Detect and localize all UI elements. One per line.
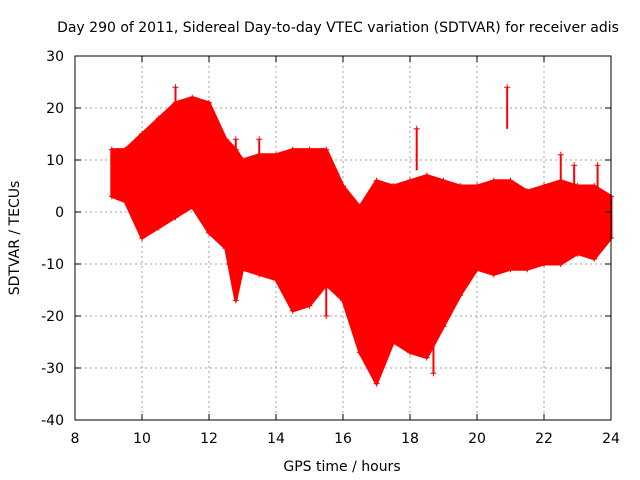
data-point	[273, 151, 279, 158]
data-point	[574, 250, 581, 257]
data-point	[507, 266, 514, 273]
data-point	[373, 177, 380, 184]
data-point	[440, 323, 447, 330]
data-layer	[108, 84, 614, 387]
data-point	[122, 198, 129, 205]
outlier-point	[226, 261, 233, 267]
data-point	[407, 349, 413, 356]
outlier-point	[413, 125, 420, 132]
data-point	[474, 183, 480, 189]
data-point	[507, 177, 514, 184]
data-point	[323, 146, 330, 153]
data-point	[108, 193, 115, 200]
y-axis-label: SDTVAR / TECUs	[7, 181, 23, 296]
data-point	[189, 203, 196, 210]
x-tick-label: 14	[267, 431, 285, 447]
data-point	[340, 297, 346, 304]
data-point	[206, 229, 212, 236]
data-point	[524, 188, 531, 195]
data-point	[139, 235, 145, 241]
data-point	[373, 380, 380, 387]
data-band	[110, 96, 613, 386]
data-point	[541, 183, 547, 189]
chart-title: Day 290 of 2011, Sidereal Day-to-day VTE…	[57, 20, 619, 36]
y-tick-label: -10	[41, 257, 64, 273]
data-point	[440, 177, 447, 184]
data-point	[289, 307, 296, 314]
x-tick-label: 20	[468, 431, 486, 447]
data-point	[390, 183, 397, 189]
data-point	[574, 183, 581, 189]
data-point	[390, 339, 397, 345]
data-point	[356, 349, 363, 356]
data-point	[457, 183, 464, 189]
data-point	[457, 292, 464, 299]
y-tick-label: 20	[46, 101, 64, 117]
data-point	[423, 354, 430, 361]
x-axis-label: GPS time / hours	[283, 459, 400, 475]
x-tick-label: 16	[334, 431, 352, 447]
outlier-point	[172, 84, 179, 91]
data-point	[490, 177, 497, 184]
outlier-point	[323, 313, 330, 319]
y-axis: 30 20 10 0 -10 -20 -30 -40	[41, 49, 611, 429]
data-point	[172, 214, 179, 221]
y-tick-label: -20	[41, 309, 64, 325]
data-point	[356, 203, 363, 210]
data-point	[108, 146, 115, 153]
data-point	[289, 146, 296, 153]
data-point	[222, 245, 229, 252]
x-tick-label: 10	[133, 431, 151, 447]
data-point	[423, 172, 430, 179]
x-tick-label: 24	[602, 431, 620, 447]
y-tick-label: 30	[46, 49, 64, 65]
data-point	[232, 297, 239, 304]
y-tick-label: -40	[41, 413, 64, 429]
data-point	[273, 276, 279, 283]
outlier-point	[430, 370, 437, 377]
x-tick-label: 18	[401, 431, 419, 447]
data-point	[591, 255, 598, 262]
x-axis: 8 10 12 14 16 18 20 22 24	[71, 56, 620, 447]
data-point	[206, 99, 212, 106]
data-point	[239, 266, 246, 273]
outlier-point	[256, 136, 263, 143]
data-point	[222, 136, 229, 143]
data-point	[524, 266, 531, 273]
outlier-point	[571, 162, 578, 169]
data-point	[557, 261, 564, 267]
data-point	[407, 177, 413, 184]
outlier-point	[557, 151, 564, 158]
y-tick-label: -30	[41, 361, 64, 377]
data-point	[256, 271, 263, 278]
y-tick-label: 10	[46, 153, 64, 169]
data-point	[340, 183, 346, 189]
data-point	[541, 261, 547, 267]
x-tick-label: 22	[535, 431, 553, 447]
data-point	[155, 224, 162, 231]
data-point	[239, 157, 246, 163]
y-tick-label: 0	[55, 205, 64, 221]
data-point	[155, 115, 162, 122]
data-point	[306, 146, 313, 153]
data-point	[474, 266, 480, 273]
data-point	[490, 271, 497, 278]
outlier-point	[232, 136, 239, 143]
data-point	[306, 302, 313, 309]
data-point	[139, 131, 145, 137]
x-tick-label: 12	[200, 431, 218, 447]
x-tick-label: 8	[71, 431, 80, 447]
outlier-point	[594, 162, 601, 169]
data-point	[591, 183, 598, 189]
data-point	[122, 146, 129, 153]
data-point	[189, 94, 196, 101]
outlier-point	[504, 84, 511, 91]
